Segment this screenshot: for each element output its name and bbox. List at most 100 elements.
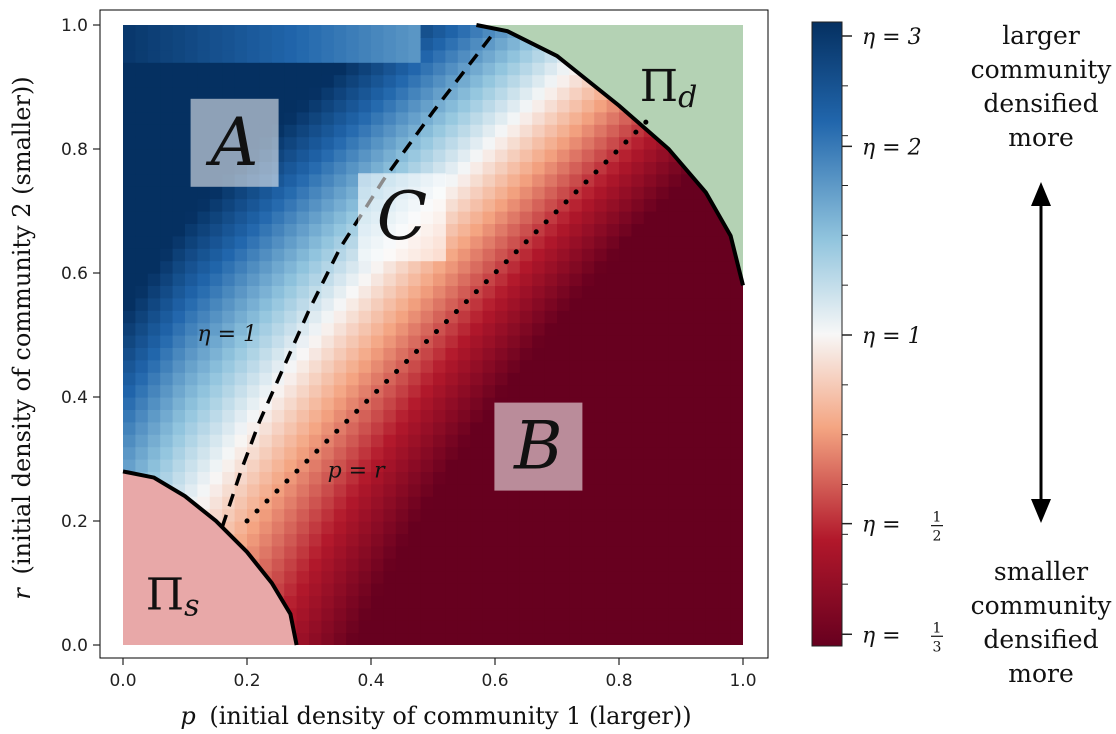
heatmap-cell	[519, 322, 533, 336]
heatmap-cell	[445, 446, 459, 460]
heatmap-cell	[185, 434, 198, 448]
heatmap-cell	[656, 235, 670, 249]
heatmap-cell	[284, 545, 298, 559]
heatmap-cell	[433, 372, 446, 386]
heatmap-cell	[123, 87, 136, 100]
heatmap-cell	[284, 409, 298, 423]
heatmap-cell	[643, 285, 657, 299]
heatmap-cell	[333, 25, 347, 38]
heatmap-cell	[470, 533, 484, 547]
heatmap-cell	[309, 459, 322, 472]
heatmap-cell	[668, 508, 682, 522]
heatmap-cell	[247, 235, 260, 249]
heatmap-cell	[358, 545, 372, 559]
heatmap-cell	[321, 347, 335, 361]
heatmap-cell	[681, 186, 694, 200]
heatmap-cell	[557, 558, 570, 572]
heatmap-cell	[234, 260, 248, 274]
heatmap-cell	[420, 632, 434, 645]
heatmap-cell	[705, 508, 719, 522]
heatmap-cell	[470, 87, 484, 100]
heatmap-cell	[346, 607, 360, 621]
heatmap-cell	[333, 186, 347, 200]
heatmap-cell	[544, 99, 558, 113]
heatmap-cell	[482, 235, 496, 249]
heatmap-cell	[135, 173, 149, 187]
heatmap-cell	[643, 434, 657, 448]
heatmap-cell	[358, 322, 372, 336]
heatmap-cell	[420, 310, 434, 324]
heatmap-cell	[557, 347, 570, 361]
heatmap-cell	[445, 421, 459, 435]
heatmap-cell	[594, 545, 608, 559]
heatmap-cell	[321, 111, 335, 125]
heatmap-cell	[333, 273, 347, 286]
pi-d-boundary	[476, 23, 745, 286]
heatmap-cell	[185, 335, 198, 348]
heatmap-cell	[470, 310, 484, 324]
heatmap-cell	[371, 632, 384, 645]
heatmap-cell	[271, 223, 285, 237]
x-axis-variable: p	[180, 702, 195, 730]
heatmap-cell	[569, 211, 583, 224]
heatmap-cell	[296, 508, 310, 522]
heatmap-cell	[730, 570, 743, 584]
heatmap-cell	[656, 273, 670, 286]
heatmap-cell	[284, 273, 298, 286]
heatmap-cell	[259, 273, 273, 286]
heatmap-cell	[309, 62, 322, 76]
heatmap-cell	[333, 595, 347, 609]
heatmap-cell	[433, 558, 446, 572]
colorbar-frac-den: 2	[933, 529, 942, 545]
heatmap-cell	[172, 223, 186, 237]
heatmap-cell	[656, 347, 670, 361]
heatmap-cell	[532, 198, 546, 212]
heatmap-cell	[271, 558, 285, 572]
heatmap-cell	[358, 583, 372, 596]
heatmap-cell	[668, 583, 682, 596]
heatmap-cell	[470, 459, 484, 472]
heatmap-cell	[346, 285, 360, 299]
heatmap-cell	[482, 136, 496, 150]
heatmap-cell	[123, 384, 136, 398]
heatmap-cell	[333, 62, 347, 76]
heatmap-cell	[507, 620, 521, 634]
heatmap-cell	[457, 521, 471, 534]
heatmap-cell	[730, 583, 743, 596]
heatmap-cell	[594, 235, 608, 249]
heatmap-cell	[309, 161, 322, 175]
heatmap-cell	[135, 136, 149, 150]
heatmap-cell	[160, 198, 174, 212]
heatmap-cell	[185, 322, 198, 336]
heatmap-cell	[234, 285, 248, 299]
heatmap-cell	[185, 409, 198, 423]
heatmap-cell	[681, 446, 694, 460]
heatmap-cell	[185, 260, 198, 274]
heatmap-cell	[172, 260, 186, 274]
heatmap-cell	[445, 161, 459, 175]
heatmap-cell	[234, 521, 248, 534]
heatmap-cell	[346, 149, 360, 162]
heatmap-cell	[209, 483, 223, 497]
heatmap-cell	[445, 347, 459, 361]
heatmap-cell	[371, 37, 384, 51]
heatmap-cell	[730, 632, 743, 645]
heatmap-cell	[569, 570, 583, 584]
heatmap-cell	[222, 347, 236, 361]
heatmap-cell	[197, 421, 211, 435]
heatmap-cell	[333, 359, 347, 373]
heatmap-cell	[259, 372, 273, 386]
heatmap-cell	[147, 149, 161, 162]
heatmap-cell	[135, 124, 149, 138]
heatmap-cell	[408, 483, 422, 497]
heatmap-cell	[234, 198, 248, 212]
heatmap-cell	[197, 74, 211, 88]
heatmap-cell	[371, 285, 384, 299]
heatmap-cell	[383, 384, 397, 398]
heatmap-cell	[581, 211, 595, 224]
heatmap-cell	[222, 359, 236, 373]
heatmap-cell	[420, 49, 434, 63]
heatmap-cell	[445, 235, 459, 249]
heatmap-cell	[470, 173, 484, 187]
